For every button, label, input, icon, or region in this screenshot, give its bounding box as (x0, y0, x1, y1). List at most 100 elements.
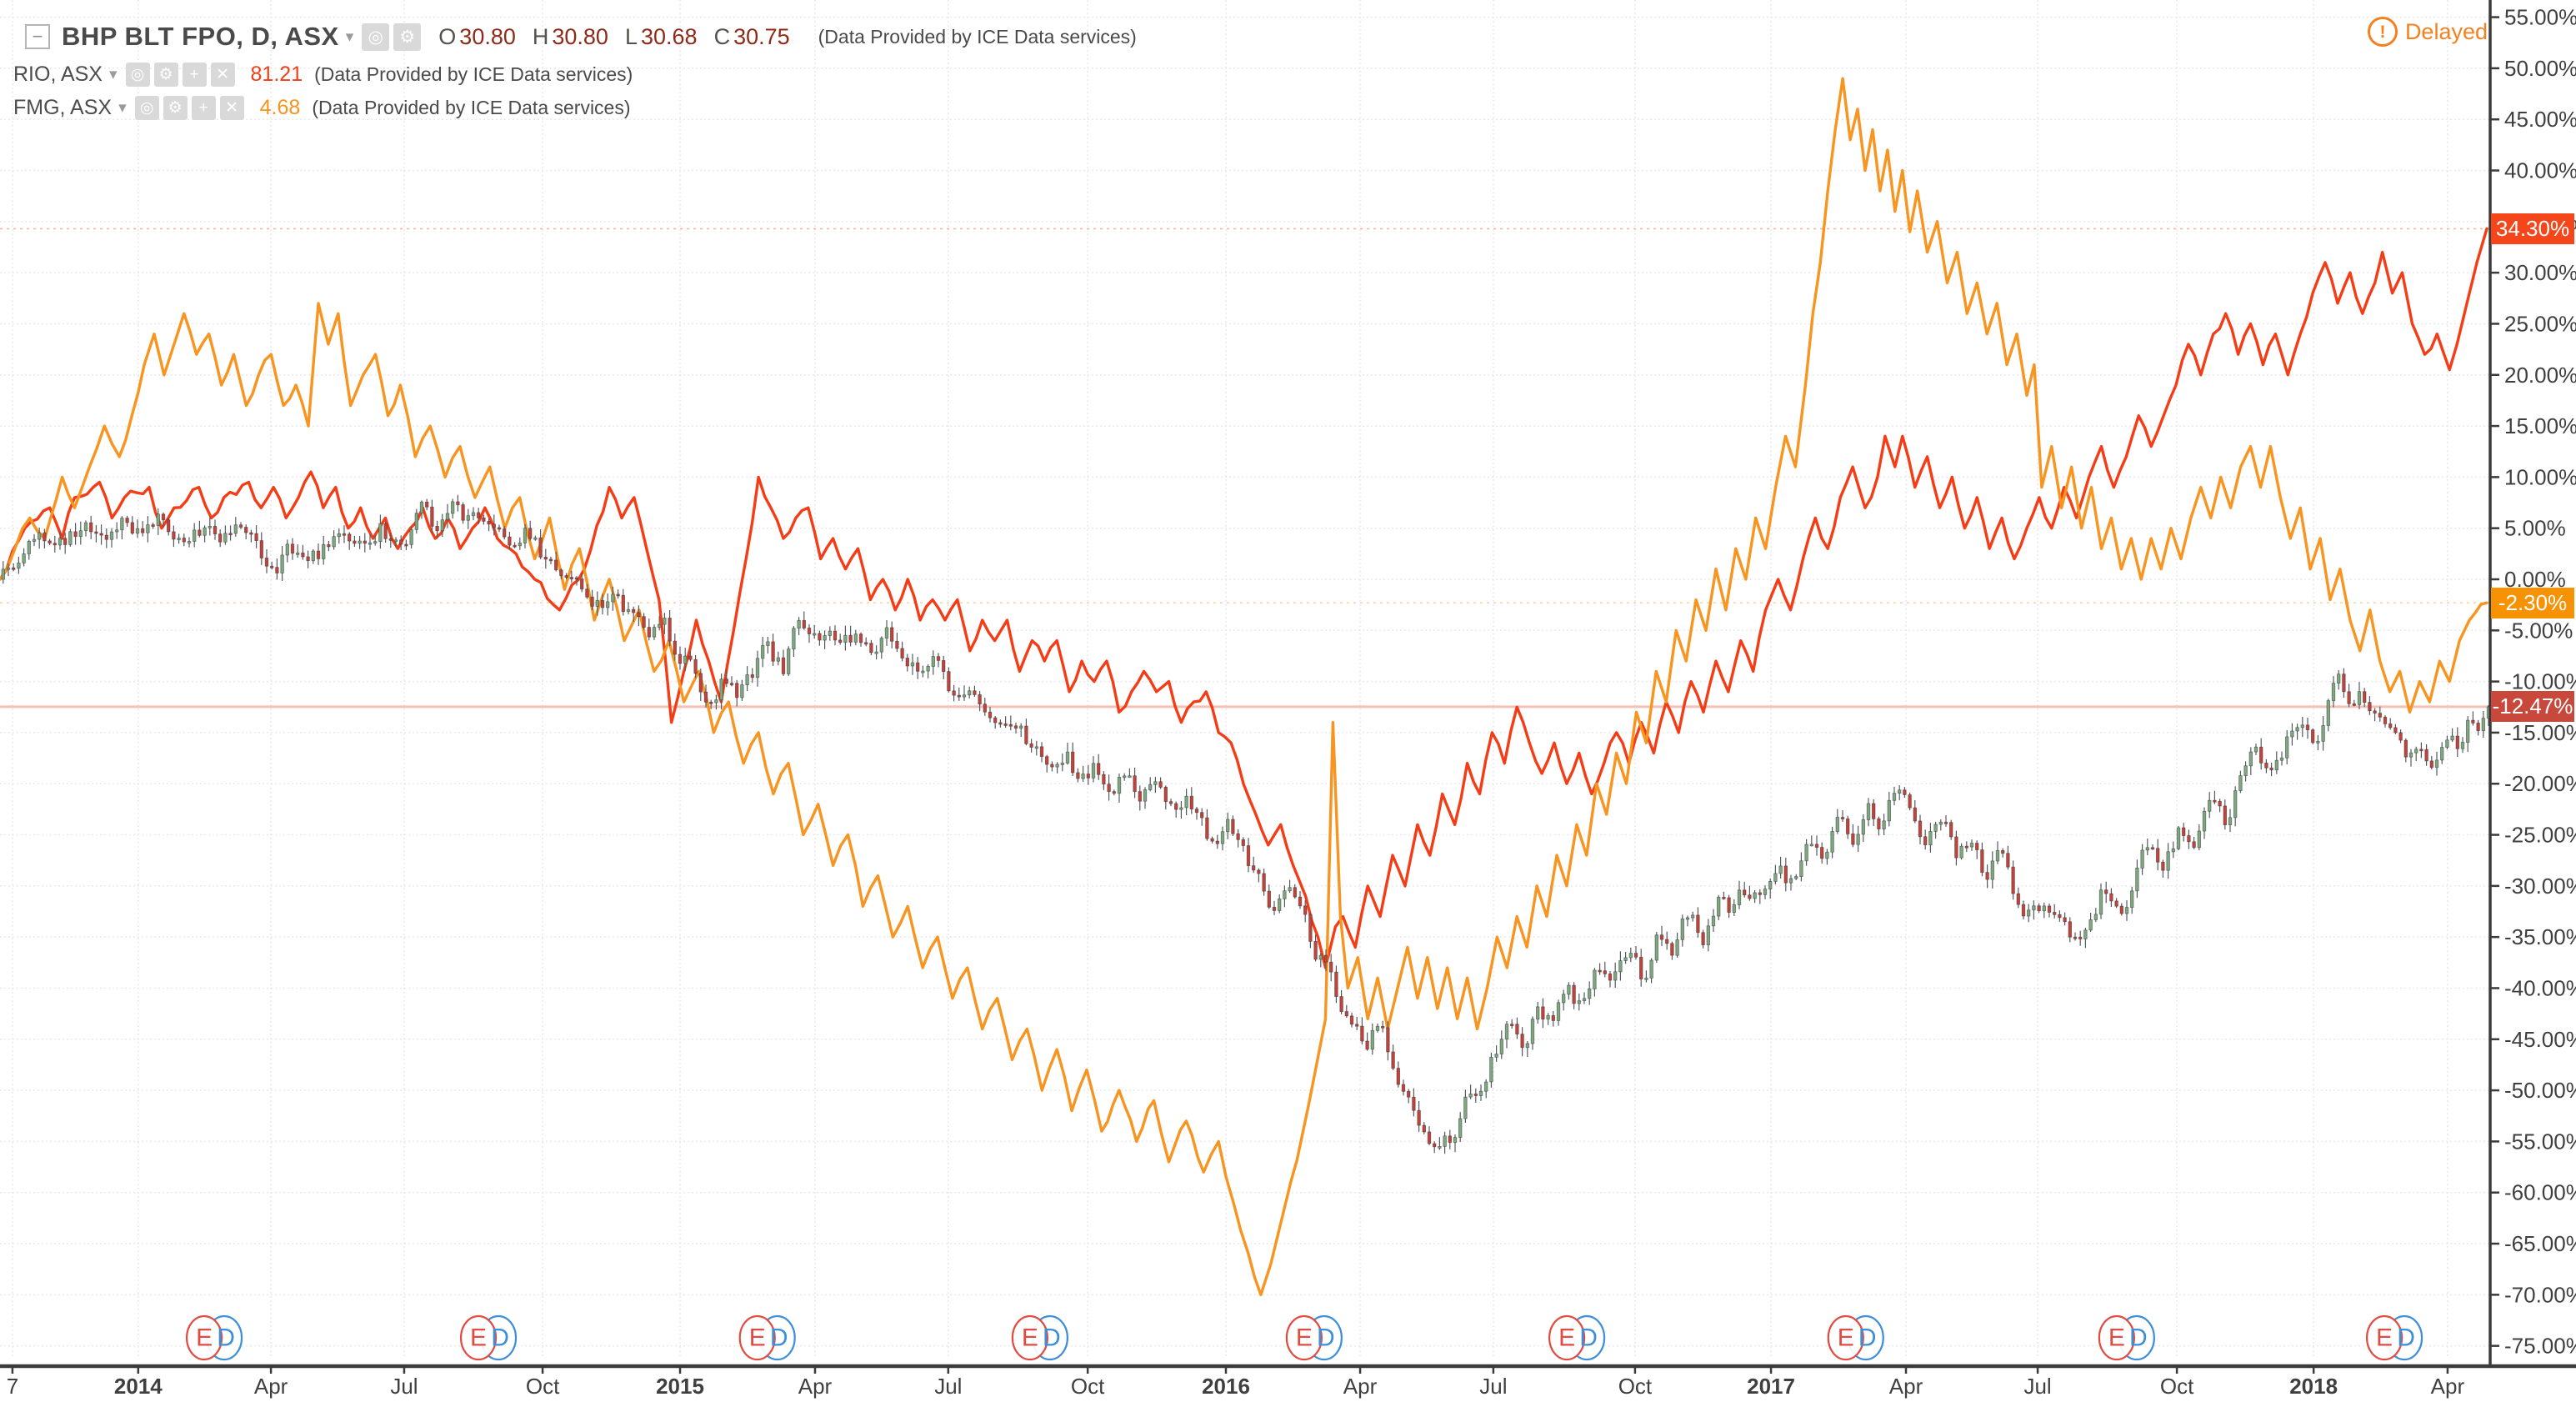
price-badge-rio: 34.30% (2491, 213, 2574, 244)
remove-compare-button[interactable]: ✕ (210, 62, 235, 87)
hide-series-button[interactable]: ◎ (134, 95, 159, 120)
earnings-marker-icon[interactable] (1827, 1314, 1864, 1361)
hide-series-button[interactable]: ◎ (362, 23, 390, 51)
ohlc-label: C (713, 23, 731, 49)
chevron-down-icon[interactable]: ▾ (108, 65, 118, 83)
legend-row-rio: RIO, ASX ▾ ◎ ⚙ + ✕ 81.21 (Data Provided … (13, 60, 633, 88)
series-settings-button[interactable]: ⚙ (393, 23, 422, 51)
ohlc-label: H (532, 23, 549, 49)
series-settings-button[interactable]: ⚙ (163, 95, 188, 120)
gear-icon: ⚙ (168, 98, 183, 117)
time-axis-label: Jul (934, 1374, 962, 1399)
symbol-title[interactable]: BHP BLT FPO, D, ASX (62, 22, 339, 51)
y-axis-label: 30.00% (2504, 260, 2576, 285)
y-axis-label: 50.00% (2504, 56, 2576, 81)
exclamation-circle-icon: ! (2367, 17, 2398, 47)
time-axis-label: Jul (1479, 1374, 1507, 1399)
svg-text:E: E (749, 1324, 766, 1352)
y-axis-label: 5.00% (2504, 516, 2566, 541)
collapse-legend-button[interactable]: − (25, 24, 50, 49)
svg-text:E: E (2376, 1324, 2393, 1352)
bhp-candle-series[interactable] (1, 494, 2491, 1154)
chevron-down-icon[interactable]: ▾ (118, 98, 127, 117)
add-compare-button[interactable]: + (182, 62, 207, 87)
time-axis-label: Oct (1071, 1374, 1105, 1399)
y-axis-label: -65.00% (2504, 1231, 2576, 1256)
data-provider-note: (Data Provided by ICE Data services) (818, 25, 1137, 48)
legend-row-main: − BHP BLT FPO, D, ASX ▾ ◎ ⚙ O 30.80 H 30.80… (25, 18, 1137, 55)
remove-compare-button[interactable]: ✕ (219, 95, 244, 120)
y-axis-label: -55.00% (2504, 1129, 2576, 1154)
svg-text:E: E (1838, 1324, 1854, 1352)
delayed-label: Delayed (2404, 18, 2488, 44)
y-axis-label: 45.00% (2504, 107, 2576, 132)
compare-symbol-rio[interactable]: RIO, ASX (13, 62, 103, 86)
svg-text:D: D (2397, 1324, 2415, 1352)
eye-icon: ◎ (139, 98, 154, 117)
earnings-marker-icon[interactable] (185, 1314, 223, 1361)
earnings-marker-icon[interactable] (1548, 1314, 1586, 1361)
fmg-line-series[interactable] (0, 77, 2488, 1297)
y-axis-label: -45.00% (2504, 1027, 2576, 1052)
series-settings-button[interactable]: ⚙ (153, 62, 178, 87)
time-axis-label: Oct (1618, 1374, 1653, 1399)
compare-symbol-fmg[interactable]: FMG, ASX (13, 95, 113, 119)
compare-value-fmg: 4.68 (259, 95, 301, 119)
time-axis-label: 2018 (2289, 1374, 2338, 1399)
earnings-marker-icon[interactable] (1011, 1314, 1048, 1361)
time-axis-label: Apr (1343, 1374, 1378, 1399)
plus-icon: + (189, 65, 199, 83)
svg-text:D: D (1858, 1324, 1877, 1352)
time-axis-label: 2016 (1202, 1374, 1250, 1399)
chevron-down-icon[interactable]: ▾ (345, 28, 354, 46)
earnings-marker-icon[interactable] (459, 1314, 498, 1361)
y-axis-label: 40.00% (2504, 158, 2576, 183)
add-compare-button[interactable]: + (191, 95, 216, 120)
earnings-marker-icon[interactable] (738, 1314, 776, 1361)
ohlc-value: 30.75 (733, 23, 790, 49)
earnings-marker-icon[interactable] (2365, 1314, 2403, 1361)
time-axis-label: 7 (7, 1374, 18, 1399)
svg-text:D: D (1317, 1324, 1335, 1352)
close-icon: ✕ (216, 65, 229, 83)
svg-text:E: E (196, 1324, 213, 1352)
eye-icon: ◎ (130, 65, 145, 83)
earnings-marker-icon[interactable] (2098, 1314, 2135, 1361)
time-axis-label: Apr (254, 1374, 288, 1399)
svg-text:E: E (1558, 1324, 1575, 1352)
y-axis-label: -25.00% (2504, 823, 2576, 848)
svg-text:E: E (1296, 1324, 1313, 1352)
y-axis-label: 55.00% (2504, 5, 2576, 30)
y-axis-label: 25.00% (2504, 311, 2576, 336)
y-axis-label: 20.00% (2504, 363, 2576, 388)
svg-text:D: D (2129, 1324, 2148, 1352)
hide-series-button[interactable]: ◎ (125, 62, 150, 87)
y-axis-label: -35.00% (2504, 924, 2576, 949)
time-axis[interactable]: 7 2014 Apr Jul Oct 2015 Apr Jul Oct 2016 Apr Jul Oct… (0, 1364, 2576, 1399)
time-axis-label: Oct (2160, 1374, 2194, 1399)
y-axis[interactable]: 55.00%50.00%45.00%40.00%35.00%30.00%25.0… (2488, 0, 2576, 1366)
y-axis-label: -50.00% (2504, 1078, 2576, 1103)
plus-icon: + (198, 98, 208, 117)
y-axis-label: -75.00% (2504, 1334, 2576, 1359)
delayed-data-badge: ! Delayed (2367, 17, 2488, 47)
earnings-marker-icon[interactable] (1285, 1314, 1323, 1361)
svg-text:D: D (1043, 1324, 1061, 1352)
svg-text:E: E (1022, 1324, 1038, 1352)
svg-text:D: D (217, 1324, 235, 1352)
gear-icon: ⚙ (399, 27, 416, 47)
time-axis-label: Apr (798, 1374, 833, 1399)
rio-line-series[interactable] (0, 227, 2488, 969)
